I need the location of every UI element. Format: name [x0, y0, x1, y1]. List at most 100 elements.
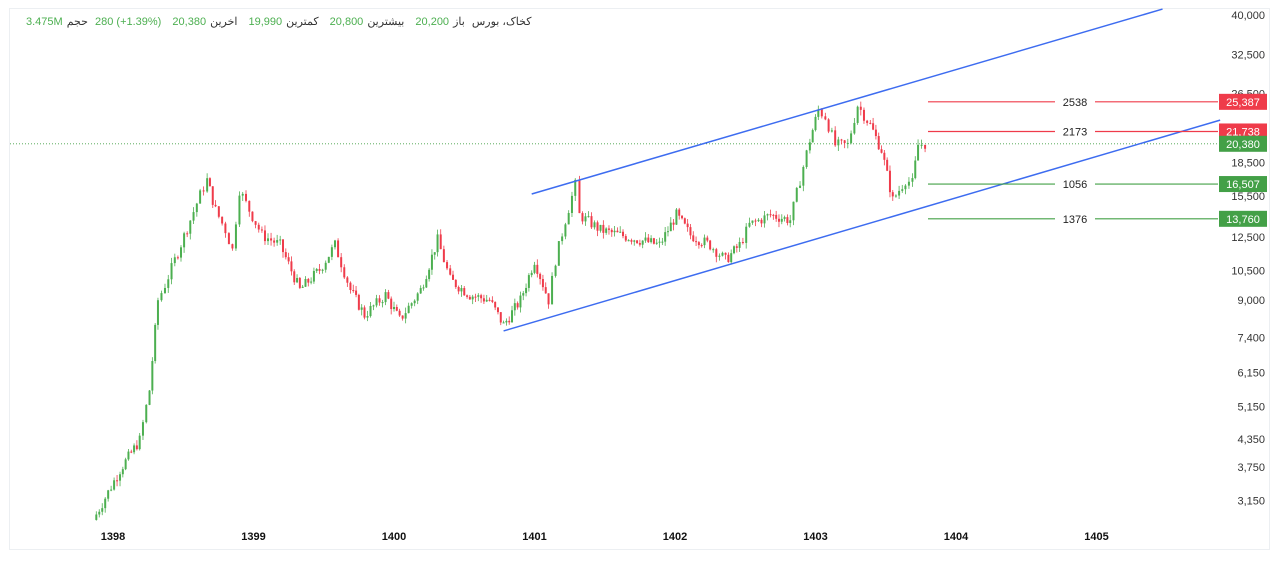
- candle-body: [869, 122, 872, 124]
- candle-body: [477, 295, 480, 297]
- candle-body: [98, 511, 101, 515]
- candle-body: [584, 216, 587, 222]
- y-tick-label: 9,000: [1237, 295, 1265, 307]
- candle-body: [413, 300, 416, 304]
- candle-body: [248, 200, 251, 212]
- candle-body: [127, 451, 130, 460]
- candle-body: [811, 130, 814, 143]
- candle-body: [369, 305, 372, 317]
- candle-body: [536, 264, 539, 274]
- candle-body: [544, 287, 547, 294]
- x-tick-label: 1398: [101, 531, 125, 543]
- candle-body: [658, 241, 661, 243]
- candle-body: [683, 218, 686, 224]
- candle-body: [633, 240, 636, 242]
- candle-body: [124, 459, 127, 470]
- candle-body: [692, 235, 695, 242]
- candle-body: [471, 296, 474, 300]
- candle-body: [273, 240, 276, 243]
- candle-body: [638, 243, 641, 245]
- candle-body: [446, 262, 449, 269]
- x-tick-label: 1404: [944, 531, 969, 543]
- candle-body: [636, 240, 639, 244]
- candle-body: [449, 268, 452, 275]
- candle-body: [425, 279, 428, 288]
- candle-body: [452, 274, 455, 280]
- candle-body: [214, 204, 217, 207]
- candle-body: [508, 320, 511, 323]
- candle-body: [613, 230, 616, 233]
- candle-body: [644, 237, 647, 241]
- candle-body: [681, 215, 684, 219]
- candle-body: [853, 122, 856, 134]
- candle-body: [533, 264, 536, 273]
- level-label: 2538: [1063, 97, 1087, 109]
- candle-body: [792, 201, 795, 221]
- candle-body: [516, 303, 519, 308]
- candle-body: [110, 489, 113, 491]
- candle-body: [460, 288, 463, 292]
- candle-body: [561, 236, 564, 242]
- x-tick-label: 1405: [1084, 531, 1108, 543]
- candle-body: [724, 252, 727, 255]
- candle-body: [754, 220, 757, 222]
- candle-body: [883, 152, 886, 160]
- candle-body: [866, 120, 869, 123]
- candle-body: [730, 253, 733, 263]
- candle-body: [360, 307, 363, 310]
- candle-body: [718, 255, 721, 257]
- candle-body: [766, 214, 769, 216]
- trend-line: [503, 119, 1221, 332]
- candle-body: [619, 231, 622, 233]
- candle-body: [301, 286, 304, 288]
- candle-body: [428, 269, 431, 280]
- candle-body: [221, 216, 224, 224]
- candle-body: [387, 292, 390, 299]
- candle-body: [330, 247, 333, 257]
- candle-body: [830, 130, 833, 132]
- candle-body: [315, 268, 318, 271]
- candle-body: [697, 242, 700, 246]
- candle-body: [901, 189, 904, 191]
- candle-body: [173, 257, 176, 264]
- candle-body: [727, 254, 730, 263]
- candle-body: [862, 109, 865, 121]
- candle-body: [439, 234, 442, 250]
- candle-body: [850, 133, 853, 143]
- candle-body: [748, 222, 751, 227]
- candle-body: [130, 451, 133, 453]
- candle-body: [189, 220, 192, 234]
- candle-body: [675, 209, 678, 225]
- candle-body: [570, 195, 573, 213]
- candle-body: [891, 192, 894, 197]
- candle-body: [119, 474, 122, 481]
- candle-body: [145, 404, 148, 423]
- candle-body: [650, 238, 653, 243]
- candle-body: [135, 445, 138, 450]
- candle-body: [777, 218, 780, 222]
- candle-body: [735, 246, 738, 248]
- candle-body: [924, 144, 927, 149]
- candle-body: [527, 275, 530, 288]
- candle-body: [183, 233, 186, 248]
- candle-body: [340, 257, 343, 268]
- candle-body: [496, 307, 499, 313]
- candle-body: [321, 269, 324, 271]
- candle-body: [395, 307, 398, 311]
- candle-body: [270, 238, 273, 241]
- candle-body: [757, 219, 760, 222]
- candle-body: [95, 514, 98, 520]
- level-label: 1056: [1063, 179, 1087, 191]
- candle-body: [914, 160, 917, 179]
- candle-body: [287, 257, 290, 262]
- low-label: کمترین: [286, 16, 319, 28]
- candle-body: [494, 301, 497, 308]
- last-price-tag: [1219, 135, 1267, 152]
- candle-body: [894, 195, 897, 197]
- candle-body: [786, 217, 789, 224]
- candle-body: [715, 249, 718, 257]
- y-tick-label: 15,500: [1231, 191, 1265, 203]
- candle-body: [817, 109, 820, 117]
- candle-body: [672, 222, 675, 225]
